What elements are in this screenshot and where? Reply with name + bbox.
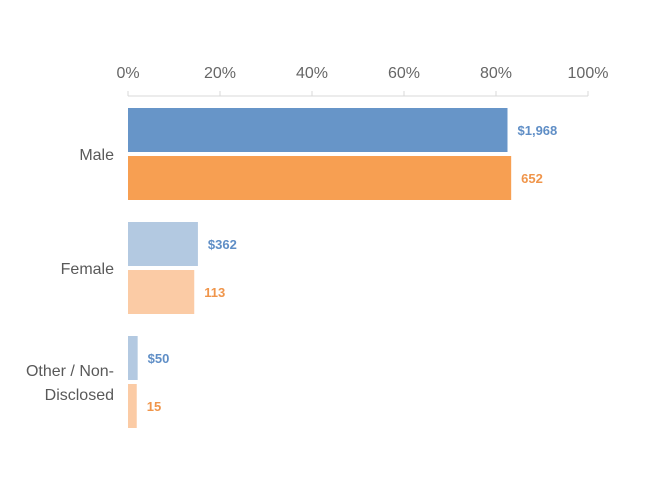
data-label: $1,968 [518, 123, 558, 138]
bars: $1,968 652 $362 113 $50 15 [128, 108, 557, 428]
x-tick-label: 60% [388, 65, 420, 82]
category-label: Other / Non-Disclosed [26, 363, 114, 404]
data-label: 652 [521, 171, 543, 186]
category-label: Female [61, 261, 114, 278]
x-tick-label: 0% [116, 65, 139, 82]
bar [128, 270, 195, 314]
bar [128, 156, 512, 200]
x-tick-label: 20% [204, 65, 236, 82]
data-label: 113 [204, 285, 225, 300]
category-label: Male [79, 147, 114, 164]
x-tick-label: 80% [480, 65, 512, 82]
category-labels: Male Female Other / Non-Disclosed [26, 147, 114, 404]
bar [128, 336, 138, 380]
x-tick-label: 40% [296, 65, 328, 82]
bar [128, 222, 198, 266]
x-axis: 0% 20% 40% 60% 80% 100% [116, 65, 609, 97]
bar [128, 384, 137, 428]
bar [128, 108, 508, 152]
data-label: $362 [208, 237, 237, 252]
x-tick-label: 100% [568, 65, 609, 82]
data-label: $50 [148, 351, 170, 366]
data-label: 15 [147, 399, 161, 414]
